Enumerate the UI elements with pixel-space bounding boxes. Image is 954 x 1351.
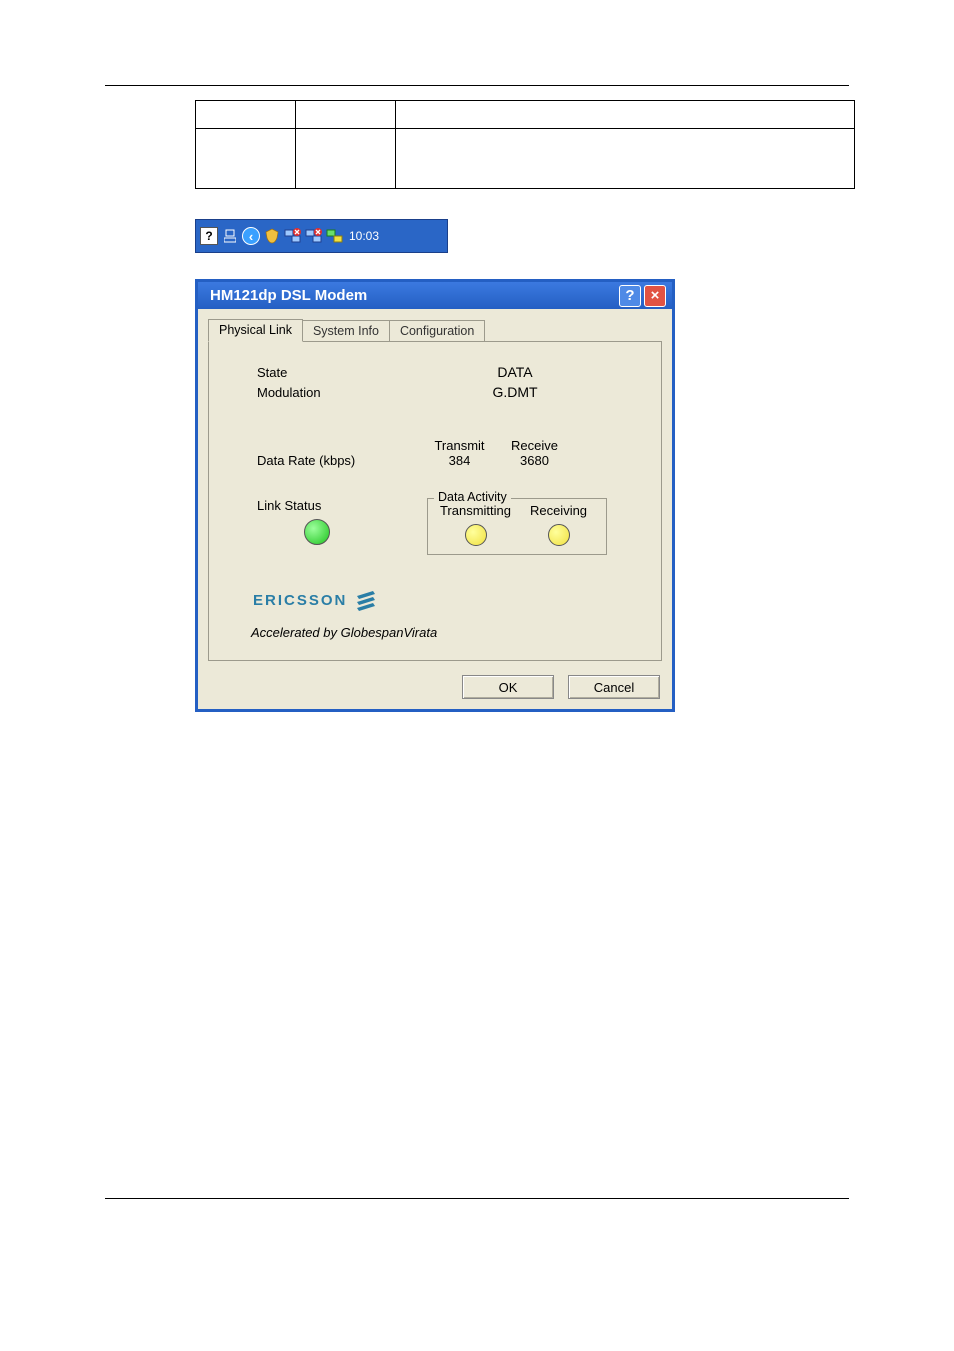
dialog-figure: HM121dp DSL Modem ? × Physical Link Syst…	[195, 279, 675, 712]
systray-figure: ? ‹ 10:03	[195, 219, 448, 253]
dock-tray-icon	[221, 227, 239, 245]
tab-system-info[interactable]: System Info	[302, 320, 390, 341]
rate-label: Data Rate (kbps)	[227, 453, 427, 468]
help-tray-icon: ?	[200, 227, 218, 245]
page: ? ‹ 10:03 HM121dp DSL Mod	[0, 0, 954, 1351]
modem-tray-icon	[326, 227, 344, 245]
brand-name: ERICSSON	[253, 592, 347, 609]
close-button[interactable]: ×	[644, 285, 666, 307]
table-header-cell	[196, 101, 296, 129]
brand-row: ERICSSON	[227, 589, 643, 611]
transmit-header: Transmit	[427, 438, 492, 453]
modulation-value: G.DMT	[387, 384, 643, 400]
help-button[interactable]: ?	[619, 285, 641, 307]
table-cell	[396, 129, 855, 189]
state-label: State	[227, 365, 387, 380]
receiving-column: Receiving	[521, 503, 596, 546]
link-status-led-icon	[304, 519, 330, 545]
accelerated-by-text: Accelerated by GlobespanVirata	[227, 625, 643, 640]
network-2-tray-icon	[305, 227, 323, 245]
dsl-modem-dialog: HM121dp DSL Modem ? × Physical Link Syst…	[195, 279, 675, 712]
table-row	[196, 129, 855, 189]
header-rule	[105, 85, 849, 86]
link-status-block: Link Status	[257, 498, 377, 545]
rate-row: Data Rate (kbps) 384 3680	[227, 453, 643, 468]
tab-configuration[interactable]: Configuration	[389, 320, 485, 341]
footer-rule	[105, 1198, 849, 1199]
network-1-tray-icon	[284, 227, 302, 245]
link-area: Link Status Data Activity Transmitting	[227, 498, 643, 555]
info-table	[195, 100, 855, 189]
window-buttons: ? ×	[619, 285, 666, 307]
dialog-button-row: OK Cancel	[198, 669, 672, 709]
receive-value: 3680	[502, 453, 567, 468]
table-header-cell	[296, 101, 396, 129]
tab-physical-link[interactable]: Physical Link	[208, 319, 303, 342]
chevron-left-tray-icon: ‹	[242, 227, 260, 245]
transmit-value: 384	[427, 453, 492, 468]
table-cell	[196, 129, 296, 189]
content-area: ? ‹ 10:03 HM121dp DSL Mod	[195, 100, 855, 726]
receive-header: Receive	[502, 438, 567, 453]
transmitting-label: Transmitting	[438, 503, 513, 518]
modulation-row: Modulation G.DMT	[227, 384, 643, 400]
transmitting-led-icon	[465, 524, 487, 546]
table-cell	[296, 129, 396, 189]
tab-content: State DATA Modulation G.DMT Transmit Rec…	[208, 341, 662, 661]
ok-button[interactable]: OK	[462, 675, 554, 699]
state-value: DATA	[387, 364, 643, 380]
modulation-label: Modulation	[227, 385, 387, 400]
dialog-title: HM121dp DSL Modem	[210, 287, 619, 304]
data-activity-fieldset: Data Activity Transmitting Receiving	[427, 498, 607, 555]
receiving-led-icon	[548, 524, 570, 546]
transmitting-column: Transmitting	[438, 503, 513, 546]
rate-headers: Transmit Receive	[427, 438, 643, 453]
receiving-label: Receiving	[521, 503, 596, 518]
link-status-label: Link Status	[257, 498, 377, 513]
cancel-button[interactable]: Cancel	[568, 675, 660, 699]
ericsson-logo-icon	[355, 589, 377, 611]
systray-clock: 10:03	[349, 229, 379, 243]
table-header-cell	[396, 101, 855, 129]
tab-strip: Physical Link System Info Configuration	[208, 317, 662, 341]
table-header-row	[196, 101, 855, 129]
shield-tray-icon	[263, 227, 281, 245]
dialog-titlebar[interactable]: HM121dp DSL Modem ? ×	[198, 279, 672, 309]
data-activity-legend: Data Activity	[434, 490, 511, 504]
state-row: State DATA	[227, 364, 643, 380]
